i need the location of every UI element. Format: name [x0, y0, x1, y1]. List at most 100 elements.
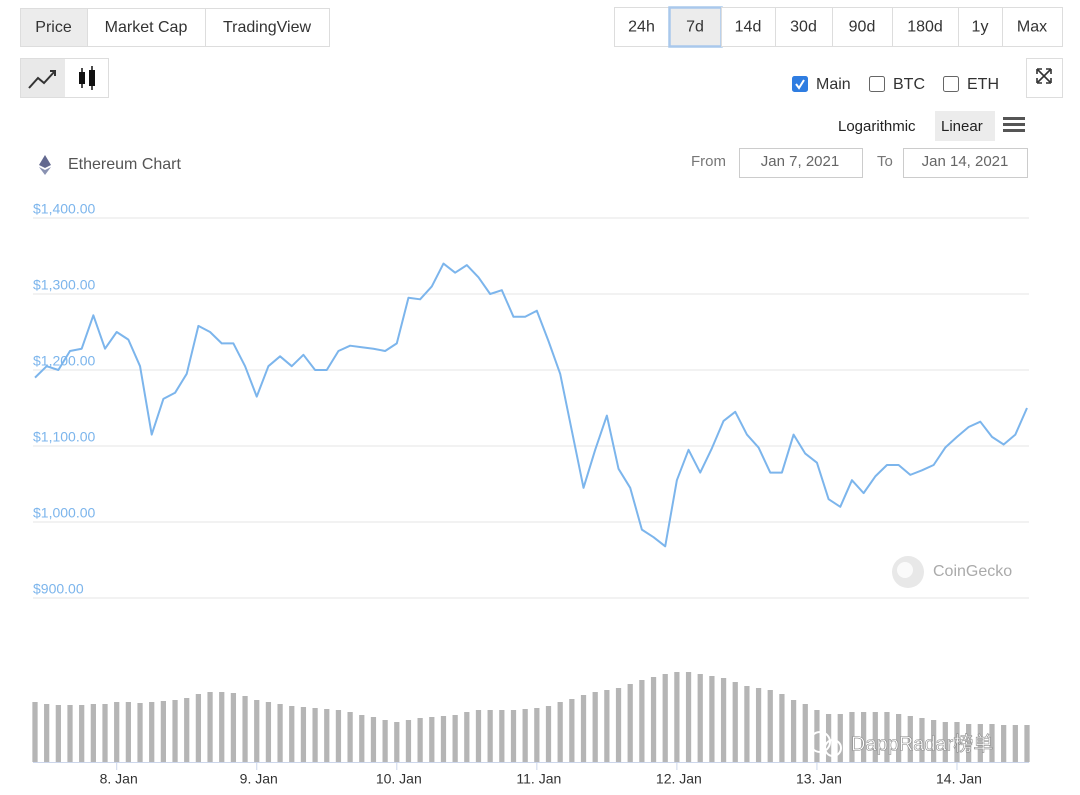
volume-bar [814, 710, 820, 762]
volume-bar [79, 705, 85, 762]
volume-bar [102, 704, 108, 762]
from-input[interactable] [739, 148, 863, 178]
button[interactable] [892, 7, 959, 47]
x-tick-label: 10. Jan [376, 771, 422, 787]
candle-style-button[interactable] [66, 59, 108, 97]
button[interactable] [958, 7, 1003, 47]
scale-active-bg [935, 111, 995, 141]
volume-bar [335, 710, 342, 762]
button-label[interactable]: 24h [628, 19, 655, 36]
volume-bar [966, 724, 972, 762]
checkmark [795, 79, 805, 90]
scale-option[interactable]: Logarithmic [838, 118, 916, 135]
button[interactable] [20, 8, 88, 47]
button-label[interactable]: 30d [790, 19, 817, 36]
volume-bar [300, 707, 307, 762]
menu-bar [1003, 129, 1025, 132]
button-label[interactable]: 1y [972, 19, 989, 36]
volume-bar [697, 674, 703, 762]
button-label[interactable]: TradingView [223, 19, 311, 36]
volume-bar [989, 724, 995, 762]
menu-bar [1003, 117, 1025, 120]
checkbox-label[interactable]: BTC [893, 76, 925, 93]
volume-bar [534, 708, 540, 762]
scale-option[interactable]: Linear [941, 118, 983, 135]
volume-bar [545, 706, 552, 762]
price-line [34, 262, 1028, 548]
volume-bar [1024, 725, 1030, 762]
button[interactable] [1002, 7, 1063, 47]
volume-bar [569, 699, 575, 762]
volume-bar [802, 704, 808, 762]
volume-bar [184, 698, 190, 762]
volume-bar [627, 684, 633, 762]
volume-bar [755, 688, 762, 762]
volume-bar [744, 686, 750, 762]
button[interactable] [721, 7, 776, 47]
button-label[interactable]: 180d [907, 19, 943, 36]
button-label[interactable]: 14d [735, 19, 762, 36]
coingecko-logo-face [897, 562, 913, 578]
volume-bar [32, 702, 38, 762]
volume-bar [394, 722, 400, 762]
checkbox[interactable] [792, 76, 808, 92]
button[interactable] [775, 7, 833, 47]
line-icon [28, 70, 56, 89]
volume-bar [790, 700, 797, 762]
volume-bar [510, 710, 517, 762]
x-tick-label: 11. Jan [516, 771, 561, 787]
overlay: DappRadar榜单 [809, 731, 994, 757]
button-label[interactable]: Market Cap [105, 19, 188, 36]
button[interactable] [832, 7, 893, 47]
checkbox-label[interactable]: ETH [967, 76, 999, 93]
overlay-text: DappRadar榜单 [851, 732, 993, 755]
volume-bar [464, 712, 470, 762]
button[interactable] [205, 8, 330, 47]
checkbox[interactable] [869, 76, 885, 92]
y-tick-label: $900.00 [33, 581, 84, 597]
fullscreen-frame[interactable] [1026, 58, 1063, 98]
eth-logo [39, 155, 51, 175]
volume-bar [849, 712, 855, 762]
checkbox-label[interactable]: Main [816, 76, 851, 93]
watermark: CoinGecko [933, 563, 1012, 580]
button[interactable] [668, 6, 723, 48]
volume-bar [125, 702, 131, 762]
volume-bar [954, 722, 960, 762]
button-label[interactable]: 7d [686, 19, 704, 36]
volume-bar [522, 709, 528, 762]
checkbox[interactable] [943, 76, 959, 92]
volume-bar [417, 718, 423, 762]
candle-icon-body [89, 70, 95, 86]
button-label[interactable]: 90d [849, 19, 876, 36]
volume-bar [767, 690, 773, 762]
volume-bar [907, 716, 913, 762]
line-style-button[interactable] [21, 59, 65, 97]
y-tick-label: $1,100.00 [33, 429, 95, 445]
menu-bar [1003, 123, 1025, 126]
menu-button[interactable] [1003, 117, 1025, 132]
volume-bar [242, 696, 248, 762]
button-label[interactable]: Max [1017, 19, 1047, 36]
volume-bar [370, 717, 377, 762]
volume-bar [324, 709, 330, 762]
volume-bar [592, 692, 598, 762]
eth-logo-top [39, 155, 51, 168]
volume-bar [277, 704, 283, 762]
volume-bar [195, 694, 202, 762]
from-date[interactable]: Jan 7, 2021 [761, 153, 839, 170]
volume-bar [720, 678, 727, 762]
volume-bar [674, 672, 680, 762]
y-tick-label: $1,400.00 [33, 201, 95, 217]
volume-bar [779, 694, 785, 762]
x-tick-label: 9. Jan [240, 771, 278, 787]
line-icon-arrow [50, 70, 56, 76]
to-input[interactable] [903, 148, 1028, 178]
to-date[interactable]: Jan 14, 2021 [922, 153, 1009, 170]
volume-bar [230, 693, 237, 762]
fullscreen-button[interactable] [1026, 58, 1063, 98]
button-label[interactable]: Price [35, 19, 72, 36]
